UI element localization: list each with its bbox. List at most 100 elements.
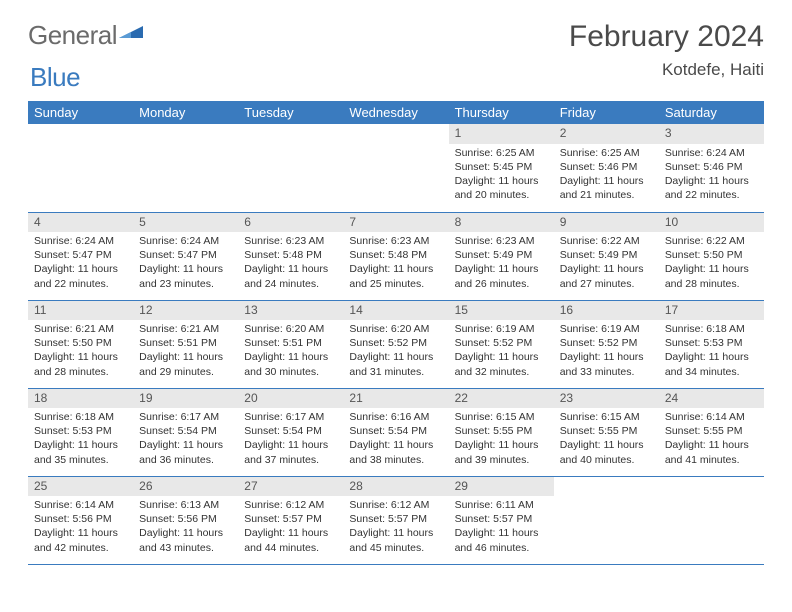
calendar-page: General February 2024 Kotdefe, Haiti Blu…	[0, 0, 792, 565]
day-number: 14	[343, 301, 448, 321]
day-detail: Sunrise: 6:18 AMSunset: 5:53 PMDaylight:…	[28, 408, 133, 471]
calendar-row: 18Sunrise: 6:18 AMSunset: 5:53 PMDayligh…	[28, 388, 764, 476]
calendar-cell: 14Sunrise: 6:20 AMSunset: 5:52 PMDayligh…	[343, 300, 448, 388]
day-number: 17	[659, 301, 764, 321]
day-detail: Sunrise: 6:24 AMSunset: 5:47 PMDaylight:…	[28, 232, 133, 295]
day-number: 27	[238, 477, 343, 497]
day-number: 6	[238, 213, 343, 233]
calendar-cell: 26Sunrise: 6:13 AMSunset: 5:56 PMDayligh…	[133, 476, 238, 564]
calendar-row: 25Sunrise: 6:14 AMSunset: 5:56 PMDayligh…	[28, 476, 764, 564]
day-number: 10	[659, 213, 764, 233]
calendar-cell: 8Sunrise: 6:23 AMSunset: 5:49 PMDaylight…	[449, 212, 554, 300]
calendar-cell: 22Sunrise: 6:15 AMSunset: 5:55 PMDayligh…	[449, 388, 554, 476]
day-number: 20	[238, 389, 343, 409]
calendar-cell: 19Sunrise: 6:17 AMSunset: 5:54 PMDayligh…	[133, 388, 238, 476]
day-detail: Sunrise: 6:17 AMSunset: 5:54 PMDaylight:…	[238, 408, 343, 471]
day-number: 24	[659, 389, 764, 409]
weekday-header: Friday	[554, 101, 659, 124]
day-detail: Sunrise: 6:14 AMSunset: 5:56 PMDaylight:…	[28, 496, 133, 559]
day-detail: Sunrise: 6:22 AMSunset: 5:49 PMDaylight:…	[554, 232, 659, 295]
day-detail: Sunrise: 6:17 AMSunset: 5:54 PMDaylight:…	[133, 408, 238, 471]
day-detail: Sunrise: 6:24 AMSunset: 5:47 PMDaylight:…	[133, 232, 238, 295]
day-number: 28	[343, 477, 448, 497]
calendar-cell: 18Sunrise: 6:18 AMSunset: 5:53 PMDayligh…	[28, 388, 133, 476]
day-detail: Sunrise: 6:20 AMSunset: 5:52 PMDaylight:…	[343, 320, 448, 383]
day-number: 26	[133, 477, 238, 497]
day-number: 15	[449, 301, 554, 321]
day-number: 12	[133, 301, 238, 321]
day-detail: Sunrise: 6:19 AMSunset: 5:52 PMDaylight:…	[554, 320, 659, 383]
calendar-cell: 15Sunrise: 6:19 AMSunset: 5:52 PMDayligh…	[449, 300, 554, 388]
weekday-header: Tuesday	[238, 101, 343, 124]
day-number: 18	[28, 389, 133, 409]
day-detail: Sunrise: 6:18 AMSunset: 5:53 PMDaylight:…	[659, 320, 764, 383]
calendar-cell: 13Sunrise: 6:20 AMSunset: 5:51 PMDayligh…	[238, 300, 343, 388]
calendar-cell: 20Sunrise: 6:17 AMSunset: 5:54 PMDayligh…	[238, 388, 343, 476]
calendar-cell: 23Sunrise: 6:15 AMSunset: 5:55 PMDayligh…	[554, 388, 659, 476]
calendar-cell: 7Sunrise: 6:23 AMSunset: 5:48 PMDaylight…	[343, 212, 448, 300]
day-detail: Sunrise: 6:13 AMSunset: 5:56 PMDaylight:…	[133, 496, 238, 559]
calendar-cell: 1Sunrise: 6:25 AMSunset: 5:45 PMDaylight…	[449, 124, 554, 212]
calendar-cell: 6Sunrise: 6:23 AMSunset: 5:48 PMDaylight…	[238, 212, 343, 300]
day-detail: Sunrise: 6:16 AMSunset: 5:54 PMDaylight:…	[343, 408, 448, 471]
day-number: 8	[449, 213, 554, 233]
calendar-table: SundayMondayTuesdayWednesdayThursdayFrid…	[28, 101, 764, 565]
day-detail: Sunrise: 6:25 AMSunset: 5:45 PMDaylight:…	[449, 144, 554, 207]
calendar-cell: 11Sunrise: 6:21 AMSunset: 5:50 PMDayligh…	[28, 300, 133, 388]
day-number: 1	[449, 124, 554, 144]
calendar-cell	[238, 124, 343, 212]
day-detail: Sunrise: 6:20 AMSunset: 5:51 PMDaylight:…	[238, 320, 343, 383]
day-detail: Sunrise: 6:23 AMSunset: 5:49 PMDaylight:…	[449, 232, 554, 295]
calendar-cell: 24Sunrise: 6:14 AMSunset: 5:55 PMDayligh…	[659, 388, 764, 476]
calendar-cell	[133, 124, 238, 212]
title-block: February 2024 Kotdefe, Haiti	[569, 20, 764, 80]
day-detail: Sunrise: 6:19 AMSunset: 5:52 PMDaylight:…	[449, 320, 554, 383]
calendar-cell	[28, 124, 133, 212]
day-detail: Sunrise: 6:24 AMSunset: 5:46 PMDaylight:…	[659, 144, 764, 207]
day-number: 21	[343, 389, 448, 409]
calendar-cell: 16Sunrise: 6:19 AMSunset: 5:52 PMDayligh…	[554, 300, 659, 388]
calendar-cell: 5Sunrise: 6:24 AMSunset: 5:47 PMDaylight…	[133, 212, 238, 300]
day-detail: Sunrise: 6:23 AMSunset: 5:48 PMDaylight:…	[343, 232, 448, 295]
calendar-cell: 29Sunrise: 6:11 AMSunset: 5:57 PMDayligh…	[449, 476, 554, 564]
calendar-header-row: SundayMondayTuesdayWednesdayThursdayFrid…	[28, 101, 764, 124]
day-detail: Sunrise: 6:12 AMSunset: 5:57 PMDaylight:…	[238, 496, 343, 559]
day-detail: Sunrise: 6:23 AMSunset: 5:48 PMDaylight:…	[238, 232, 343, 295]
day-detail: Sunrise: 6:12 AMSunset: 5:57 PMDaylight:…	[343, 496, 448, 559]
calendar-cell	[343, 124, 448, 212]
calendar-cell: 21Sunrise: 6:16 AMSunset: 5:54 PMDayligh…	[343, 388, 448, 476]
weekday-header: Thursday	[449, 101, 554, 124]
day-detail: Sunrise: 6:22 AMSunset: 5:50 PMDaylight:…	[659, 232, 764, 295]
day-number: 29	[449, 477, 554, 497]
day-number: 22	[449, 389, 554, 409]
day-number: 3	[659, 124, 764, 144]
month-title: February 2024	[569, 20, 764, 54]
calendar-cell: 25Sunrise: 6:14 AMSunset: 5:56 PMDayligh…	[28, 476, 133, 564]
calendar-row: 4Sunrise: 6:24 AMSunset: 5:47 PMDaylight…	[28, 212, 764, 300]
day-detail: Sunrise: 6:14 AMSunset: 5:55 PMDaylight:…	[659, 408, 764, 471]
day-number: 4	[28, 213, 133, 233]
brand-word1: General	[28, 20, 117, 51]
calendar-row: 1Sunrise: 6:25 AMSunset: 5:45 PMDaylight…	[28, 124, 764, 212]
calendar-cell: 3Sunrise: 6:24 AMSunset: 5:46 PMDaylight…	[659, 124, 764, 212]
location: Kotdefe, Haiti	[569, 60, 764, 80]
calendar-cell: 17Sunrise: 6:18 AMSunset: 5:53 PMDayligh…	[659, 300, 764, 388]
calendar-cell: 2Sunrise: 6:25 AMSunset: 5:46 PMDaylight…	[554, 124, 659, 212]
day-detail: Sunrise: 6:21 AMSunset: 5:51 PMDaylight:…	[133, 320, 238, 383]
calendar-cell: 9Sunrise: 6:22 AMSunset: 5:49 PMDaylight…	[554, 212, 659, 300]
day-number: 9	[554, 213, 659, 233]
calendar-cell	[659, 476, 764, 564]
weekday-header: Saturday	[659, 101, 764, 124]
day-detail: Sunrise: 6:25 AMSunset: 5:46 PMDaylight:…	[554, 144, 659, 207]
day-detail: Sunrise: 6:11 AMSunset: 5:57 PMDaylight:…	[449, 496, 554, 559]
weekday-header: Monday	[133, 101, 238, 124]
day-number: 16	[554, 301, 659, 321]
weekday-header: Wednesday	[343, 101, 448, 124]
brand-mark-icon	[119, 22, 143, 47]
day-number: 2	[554, 124, 659, 144]
calendar-cell: 12Sunrise: 6:21 AMSunset: 5:51 PMDayligh…	[133, 300, 238, 388]
day-detail: Sunrise: 6:15 AMSunset: 5:55 PMDaylight:…	[554, 408, 659, 471]
calendar-cell	[554, 476, 659, 564]
day-number: 5	[133, 213, 238, 233]
weekday-header: Sunday	[28, 101, 133, 124]
